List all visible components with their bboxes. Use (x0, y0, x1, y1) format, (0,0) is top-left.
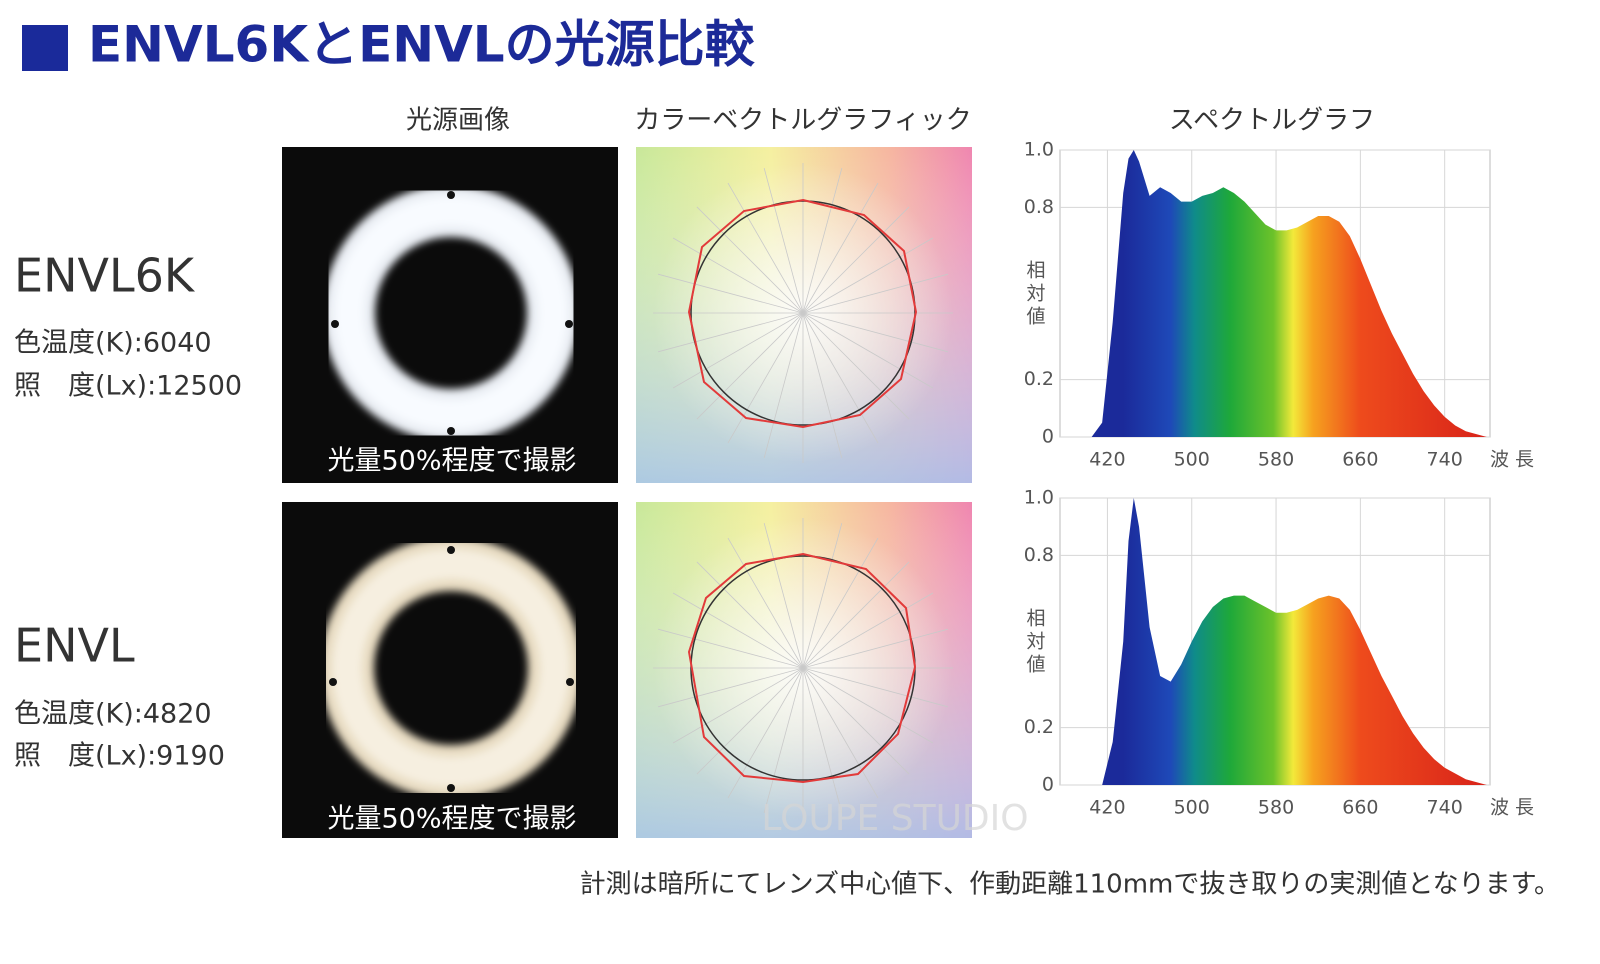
y-axis-label: 相対値 (1024, 260, 1046, 329)
spoke (802, 628, 948, 669)
x-tick-label: 660 (1342, 797, 1378, 819)
spoke (763, 667, 804, 813)
spoke (672, 312, 804, 389)
color-temp: 色温度(K):6040 (14, 328, 212, 359)
column-header: スペクトルグラフ (1169, 106, 1375, 136)
y-tick-label: 0 (1042, 426, 1054, 448)
light-photo: 光量50%程度で撮影 (282, 502, 618, 838)
spoke (802, 182, 879, 314)
spoke (696, 206, 804, 314)
spoke (727, 537, 804, 669)
spoke (802, 312, 843, 458)
illuminance: 照 度(Lx):9190 (14, 741, 225, 772)
x-axis-label: 波長 (1490, 449, 1540, 471)
y-tick-label: 0.2 (1024, 716, 1054, 738)
spectrum-chart: 0 0.2 0.8 1.0 420 500 580 660 740 波長 相対値 (1024, 139, 1540, 471)
spectrum-area (1091, 150, 1487, 437)
photo-caption: 光量50%程度で撮影 (327, 446, 576, 477)
spectrum-chart: 0 0.2 0.8 1.0 420 500 580 660 740 波長 相対値 (1024, 487, 1540, 819)
x-tick-label: 740 (1427, 797, 1463, 819)
spoke (658, 312, 804, 353)
y-tick-label: 0.8 (1024, 196, 1054, 218)
y-tick-label: 1.0 (1024, 487, 1054, 509)
spoke (658, 667, 804, 708)
page-title: ENVL6KとENVLの光源比較 (88, 16, 756, 74)
x-tick-label: 740 (1427, 449, 1463, 471)
y-tick-label: 0.8 (1024, 544, 1054, 566)
spoke (696, 667, 804, 775)
spoke (802, 206, 910, 314)
spoke (802, 523, 843, 669)
spoke (802, 667, 843, 813)
product-name: ENVL6K (14, 249, 196, 303)
spoke (658, 628, 804, 669)
spoke (763, 312, 804, 458)
y-tick-label: 0.2 (1024, 368, 1054, 390)
spoke (802, 168, 843, 314)
spoke (802, 667, 948, 708)
color-vector-graphic (636, 502, 972, 838)
column-header: 光源画像 (406, 106, 510, 136)
y-tick-label: 1.0 (1024, 139, 1054, 161)
spoke (658, 273, 804, 314)
spoke (696, 312, 804, 420)
spoke (802, 537, 879, 669)
spoke (672, 237, 804, 314)
x-tick-label: 500 (1174, 449, 1210, 471)
spoke (672, 667, 804, 744)
x-tick-label: 580 (1258, 449, 1294, 471)
photo-caption: 光量50%程度で撮影 (327, 804, 576, 835)
title-marker (22, 25, 68, 71)
spoke (802, 561, 910, 669)
illuminance: 照 度(Lx):12500 (14, 371, 242, 402)
x-tick-label: 580 (1258, 797, 1294, 819)
x-axis-label: 波長 (1490, 797, 1540, 819)
spoke (696, 561, 804, 669)
spoke (727, 312, 804, 444)
x-tick-label: 500 (1174, 797, 1210, 819)
spoke (727, 182, 804, 314)
light-photo: 光量50%程度で撮影 (282, 147, 618, 483)
spoke (763, 523, 804, 669)
color-vector-graphic (636, 147, 972, 483)
x-tick-label: 660 (1342, 449, 1378, 471)
y-tick-label: 0 (1042, 774, 1054, 796)
spoke (802, 237, 934, 314)
spectrum-area (1091, 498, 1487, 785)
spoke (802, 312, 910, 420)
spoke (802, 273, 948, 314)
y-axis-label: 相対値 (1024, 608, 1046, 677)
product-name: ENVL (14, 619, 135, 673)
spoke (672, 592, 804, 669)
spoke (802, 312, 934, 389)
column-header: カラーベクトルグラフィック (634, 106, 971, 136)
x-tick-label: 420 (1089, 449, 1125, 471)
footnote: 計測は暗所にてレンズ中心値下、作動距離110mmで抜き取りの実測値となります。 (580, 870, 1560, 900)
spoke (763, 168, 804, 314)
x-tick-label: 420 (1089, 797, 1125, 819)
spoke (802, 667, 934, 744)
spoke (802, 312, 948, 353)
color-temp: 色温度(K):4820 (14, 699, 212, 730)
watermark: LOUPE STUDIO (761, 798, 1028, 839)
spoke (727, 667, 804, 799)
spoke (802, 667, 879, 799)
spoke (802, 667, 910, 775)
spoke (802, 592, 934, 669)
spoke (802, 312, 879, 444)
